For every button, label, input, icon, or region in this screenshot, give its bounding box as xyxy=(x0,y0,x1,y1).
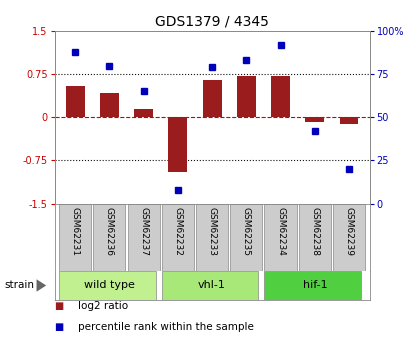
Text: vhl-1: vhl-1 xyxy=(198,280,226,290)
Text: GSM62236: GSM62236 xyxy=(105,207,114,256)
Bar xyxy=(265,204,297,271)
Bar xyxy=(203,80,221,117)
Bar xyxy=(162,204,194,271)
Bar xyxy=(59,204,91,271)
Text: GSM62239: GSM62239 xyxy=(344,207,354,256)
Bar xyxy=(128,204,160,271)
Polygon shape xyxy=(37,279,46,292)
Bar xyxy=(196,204,228,271)
Text: GSM62233: GSM62233 xyxy=(207,207,217,256)
Bar xyxy=(340,117,359,124)
Text: GSM62234: GSM62234 xyxy=(276,207,285,256)
Text: strain: strain xyxy=(4,280,34,290)
Bar xyxy=(66,86,84,117)
Bar xyxy=(265,272,361,299)
Bar xyxy=(333,204,365,271)
Text: ■: ■ xyxy=(55,322,64,332)
Text: GSM62237: GSM62237 xyxy=(139,207,148,256)
Bar xyxy=(168,117,187,172)
Bar xyxy=(134,109,153,117)
Bar xyxy=(59,272,155,299)
Bar xyxy=(100,93,119,117)
Bar xyxy=(162,272,258,299)
Text: percentile rank within the sample: percentile rank within the sample xyxy=(78,322,254,332)
Text: log2 ratio: log2 ratio xyxy=(78,302,128,311)
Bar xyxy=(271,76,290,117)
Bar xyxy=(299,204,331,271)
Text: GSM62231: GSM62231 xyxy=(71,207,80,256)
Text: GSM62232: GSM62232 xyxy=(173,207,182,256)
Bar xyxy=(230,204,262,271)
Title: GDS1379 / 4345: GDS1379 / 4345 xyxy=(155,14,269,29)
Text: GSM62235: GSM62235 xyxy=(242,207,251,256)
Bar xyxy=(93,204,126,271)
Text: ■: ■ xyxy=(55,302,64,311)
Bar xyxy=(305,117,324,122)
Text: GSM62238: GSM62238 xyxy=(310,207,319,256)
Bar xyxy=(237,76,256,117)
Text: hif-1: hif-1 xyxy=(302,280,327,290)
Text: wild type: wild type xyxy=(84,280,135,290)
